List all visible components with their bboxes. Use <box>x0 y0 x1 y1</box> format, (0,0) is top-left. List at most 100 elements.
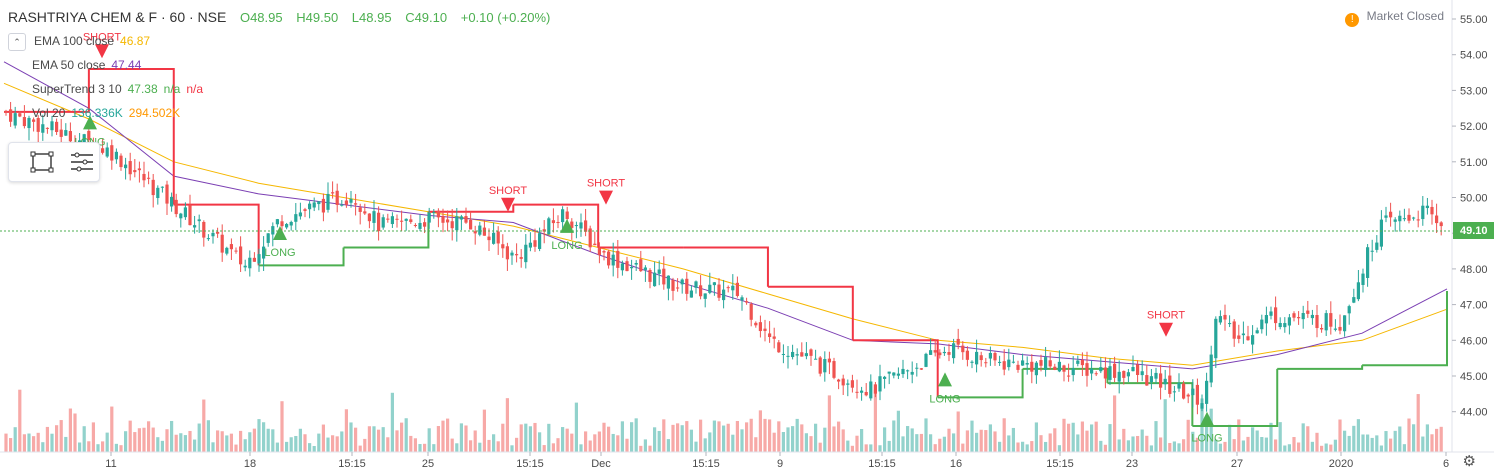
alert-icon: ! <box>1345 13 1360 27</box>
candle <box>262 236 266 271</box>
supertrend-segment <box>1362 291 1448 367</box>
candle <box>528 232 532 252</box>
legend-volume[interactable]: Vol 20 136.336K 294.502K <box>8 106 180 120</box>
volume-bar <box>855 435 859 452</box>
volume-bar <box>473 430 477 452</box>
candle <box>970 360 974 369</box>
settings-list-icon[interactable] <box>67 150 93 174</box>
collapse-legend-icon[interactable]: ⌃ <box>8 33 26 51</box>
volume-bar <box>1191 431 1195 452</box>
candle <box>1352 288 1356 304</box>
ema-50-line <box>3 61 1448 370</box>
candle <box>418 214 422 232</box>
candle <box>289 220 293 231</box>
volume-bar <box>87 441 91 452</box>
volume-bar <box>367 426 371 452</box>
candle <box>294 203 298 231</box>
volume-bar <box>887 440 891 452</box>
volume-bar <box>947 428 951 452</box>
time-tick-label: 25 <box>422 458 434 470</box>
candle <box>160 186 164 193</box>
candle <box>1306 300 1310 318</box>
time-tick-label: 16 <box>950 458 962 470</box>
ohlc-change: +0.10 (+0.20%) <box>460 10 551 25</box>
signal-short: SHORT <box>1147 310 1185 337</box>
price-axis[interactable]: 44.0045.0046.0047.0048.0049.0050.0051.00… <box>1452 14 1488 419</box>
candle <box>1329 301 1333 335</box>
volume-bar <box>1329 444 1333 452</box>
candle <box>1053 363 1057 371</box>
legend-ema50[interactable]: EMA 50 close 47.44 <box>8 58 141 72</box>
volume-bar <box>671 424 675 452</box>
candle <box>133 158 137 178</box>
volume-bar <box>96 444 100 452</box>
volume-bar <box>1435 428 1439 452</box>
volume-bar <box>883 427 887 452</box>
time-axis[interactable]: 11 18 15:15 25 15:15 Dec 15:15 9 15:15 16 15:15 23 2… <box>105 452 1449 470</box>
candle <box>1140 360 1144 382</box>
candle <box>855 379 859 399</box>
candle <box>1375 235 1379 253</box>
candle <box>252 252 256 262</box>
time-tick-label: 15:15 <box>692 458 720 470</box>
candle <box>1407 208 1411 224</box>
volume-bar <box>662 419 666 452</box>
volume-bar <box>1324 443 1328 452</box>
volume-bar <box>749 418 753 452</box>
volume-bar <box>1057 445 1061 452</box>
candle <box>823 351 827 382</box>
volume-bar <box>1407 418 1411 452</box>
candle <box>1007 348 1011 371</box>
candle <box>239 236 243 272</box>
volume-bar <box>478 442 482 452</box>
candle <box>850 374 854 393</box>
volume-bar <box>685 421 689 452</box>
candle <box>1228 315 1232 328</box>
volume-bar <box>814 423 818 452</box>
candle <box>312 197 316 212</box>
candle <box>965 346 969 367</box>
volume-bar <box>1126 440 1130 452</box>
time-tick-label: Dec <box>591 458 611 470</box>
candle <box>1067 363 1071 382</box>
candle <box>896 367 900 380</box>
candle <box>455 207 459 242</box>
candle <box>597 242 601 264</box>
candle <box>156 185 160 205</box>
candle <box>1090 360 1094 381</box>
volume-bar <box>229 433 233 452</box>
volume-bar <box>634 418 638 452</box>
candle <box>1030 354 1034 384</box>
volume-bar <box>933 444 937 452</box>
legend-supertrend[interactable]: SuperTrend 3 10 47.38 n/a n/a <box>8 82 203 96</box>
volume-bar <box>1232 439 1236 452</box>
candle <box>1402 208 1406 222</box>
candle <box>248 250 252 277</box>
gear-icon[interactable]: ⚙ <box>1462 453 1476 470</box>
supertrend-segment <box>767 285 854 341</box>
volume-bar <box>777 421 781 452</box>
legend-ema100[interactable]: ⌃ EMA 100 close 46.87 <box>8 33 150 51</box>
candle <box>1425 197 1429 215</box>
volume-bar <box>1379 445 1383 452</box>
candle <box>1205 372 1209 412</box>
volume-bar <box>924 418 928 452</box>
candle <box>676 278 680 292</box>
volume-bar <box>919 433 923 452</box>
time-tick-label: 15:15 <box>868 458 896 470</box>
volume-bar <box>901 436 905 452</box>
symbol-title[interactable]: RASHTRIYA CHEM & F · 60 · NSE <box>8 9 227 25</box>
volume-bar <box>1347 435 1351 452</box>
volume-bar <box>970 420 974 452</box>
volume-bar <box>984 430 988 452</box>
volume-bar <box>446 418 450 452</box>
volume-bar <box>1389 438 1393 452</box>
volume-bar <box>59 420 63 452</box>
candle <box>735 276 739 298</box>
volume-bar <box>298 428 302 452</box>
volume-bar <box>165 429 169 452</box>
candle <box>1430 199 1434 225</box>
rectangle-tool-icon[interactable] <box>29 150 55 174</box>
candle <box>409 214 413 224</box>
